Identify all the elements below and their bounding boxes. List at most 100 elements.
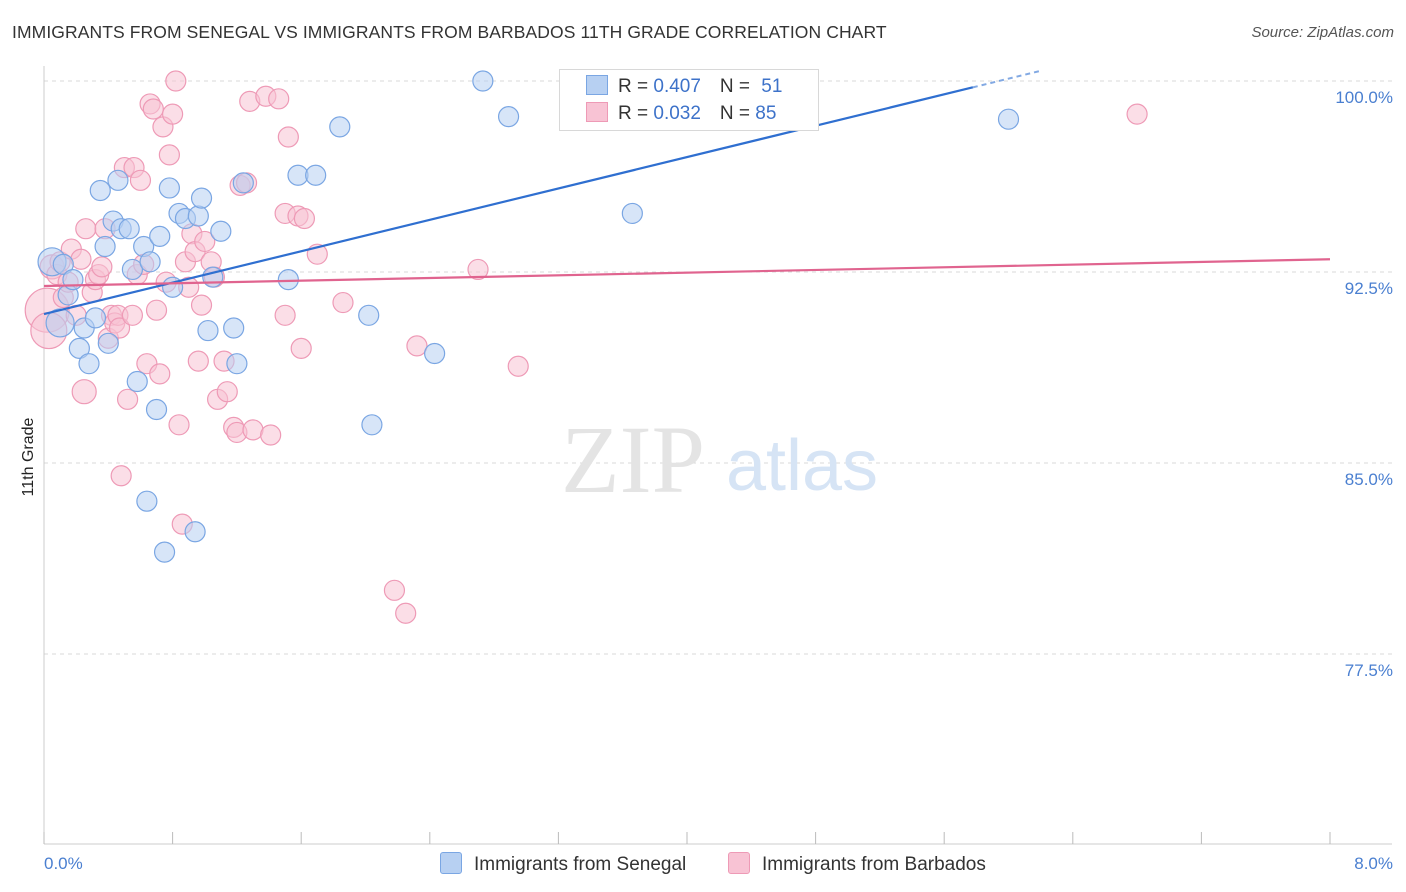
chart-title: IMMIGRANTS FROM SENEGAL VS IMMIGRANTS FR…: [12, 22, 887, 42]
barbados-legend-swatch: [728, 852, 750, 874]
barbados-point: [116, 388, 139, 410]
senegal-points: [37, 70, 1020, 563]
senegal-swatch: [586, 75, 608, 95]
barbados-point: [187, 350, 209, 372]
senegal-point: [158, 177, 180, 199]
senegal-point: [118, 218, 140, 240]
senegal-n-label: N =: [719, 76, 756, 97]
barbados-point: [1126, 103, 1148, 125]
senegal-point: [52, 253, 74, 275]
watermark: ZIP atlas: [561, 406, 878, 513]
barbados-point: [165, 70, 187, 92]
senegal-trend-extension: [972, 69, 1041, 89]
barbados-point: [110, 465, 132, 487]
senegal-point: [226, 353, 248, 375]
barbados-point: [158, 144, 180, 166]
senegal-point: [89, 179, 111, 202]
barbados-point: [145, 299, 168, 321]
barbados-point: [216, 381, 238, 403]
senegal-point: [97, 332, 119, 354]
senegal-r-label: R =: [618, 76, 654, 97]
watermark-zip: ZIP: [561, 406, 705, 513]
legend-item-senegal[interactable]: Immigrants from Senegal: [440, 852, 686, 876]
senegal-point: [358, 304, 380, 326]
barbados-point: [467, 258, 489, 281]
barbados-legend-label: Immigrants from Barbados: [762, 854, 986, 875]
senegal-point: [187, 205, 209, 227]
barbados-point: [194, 230, 216, 253]
barbados-point: [71, 379, 97, 405]
barbados-point: [108, 317, 131, 339]
barbados-trend-line: [43, 258, 1331, 288]
barbados-point: [242, 419, 264, 441]
barbados-point: [277, 126, 299, 148]
senegal-point: [94, 235, 116, 258]
senegal-point: [223, 317, 245, 339]
senegal-point: [497, 106, 520, 128]
senegal-point: [361, 414, 383, 436]
barbados-point: [190, 294, 213, 316]
barbados-point: [332, 291, 354, 314]
barbados-point: [91, 256, 113, 278]
barbados-n-value: 85: [755, 103, 777, 124]
barbados-point: [149, 363, 171, 385]
senegal-point: [149, 225, 171, 247]
senegal-point: [197, 319, 219, 342]
x-tick-label: 8.0%: [1354, 854, 1393, 873]
barbados-point: [383, 579, 406, 601]
senegal-point: [472, 70, 494, 92]
legend-item-barbados[interactable]: Immigrants from Barbados: [728, 852, 986, 876]
y-axis-label: 11th Grade: [20, 417, 37, 496]
senegal-point: [107, 169, 129, 191]
legend-row-barbados: R = 0.032 N = 85: [586, 102, 776, 125]
barbados-point: [268, 88, 290, 110]
senegal-point: [68, 337, 90, 359]
legend-row-senegal: R = 0.407 N = 51: [586, 75, 782, 98]
barbados-point: [75, 218, 97, 240]
senegal-point: [45, 308, 75, 338]
barbados-point: [121, 304, 144, 326]
senegal-point: [424, 342, 446, 365]
barbados-point: [293, 207, 316, 230]
senegal-point: [190, 187, 213, 209]
senegal-point: [232, 172, 254, 194]
barbados-point: [129, 169, 152, 191]
barbados-r-value: 0.032: [653, 103, 701, 124]
barbados-point: [162, 103, 184, 125]
senegal-point: [210, 220, 232, 242]
x-tick-label: 0.0%: [44, 854, 83, 873]
barbados-swatch: [586, 102, 608, 122]
barbados-point: [395, 602, 417, 624]
barbados-point: [168, 414, 190, 436]
senegal-point: [621, 202, 643, 225]
barbados-r-label: R =: [618, 103, 654, 124]
senegal-point: [277, 269, 299, 291]
y-tick-label: 77.5%: [1345, 661, 1393, 680]
senegal-legend-swatch: [440, 852, 462, 874]
senegal-point: [184, 521, 206, 543]
senegal-point: [126, 370, 148, 393]
senegal-point: [329, 116, 351, 138]
tick-labels: 77.5% 85.0% 92.5% 100.0% 0.0% 8.0%: [44, 88, 1393, 873]
senegal-point: [305, 164, 327, 186]
senegal-point: [287, 164, 309, 186]
senegal-point: [997, 108, 1020, 130]
senegal-point: [78, 353, 100, 375]
senegal-point: [121, 258, 144, 281]
senegal-point: [84, 307, 107, 329]
watermark-atlas: atlas: [726, 426, 878, 506]
senegal-point: [136, 490, 158, 512]
senegal-n-value: 51: [761, 76, 783, 97]
senegal-legend-label: Immigrants from Senegal: [474, 854, 687, 875]
y-tick-label: 100.0%: [1335, 88, 1393, 107]
senegal-r-value: 0.407: [653, 76, 701, 97]
y-tick-label: 92.5%: [1345, 279, 1393, 298]
y-tick-label: 85.0%: [1345, 470, 1393, 489]
barbados-point: [406, 335, 428, 357]
correlation-legend: R = 0.407 N = 51 R = 0.032 N = 85: [559, 69, 819, 131]
barbados-point: [70, 248, 92, 270]
barbados-point: [274, 304, 296, 326]
senegal-point: [145, 398, 168, 421]
barbados-point: [260, 424, 282, 446]
